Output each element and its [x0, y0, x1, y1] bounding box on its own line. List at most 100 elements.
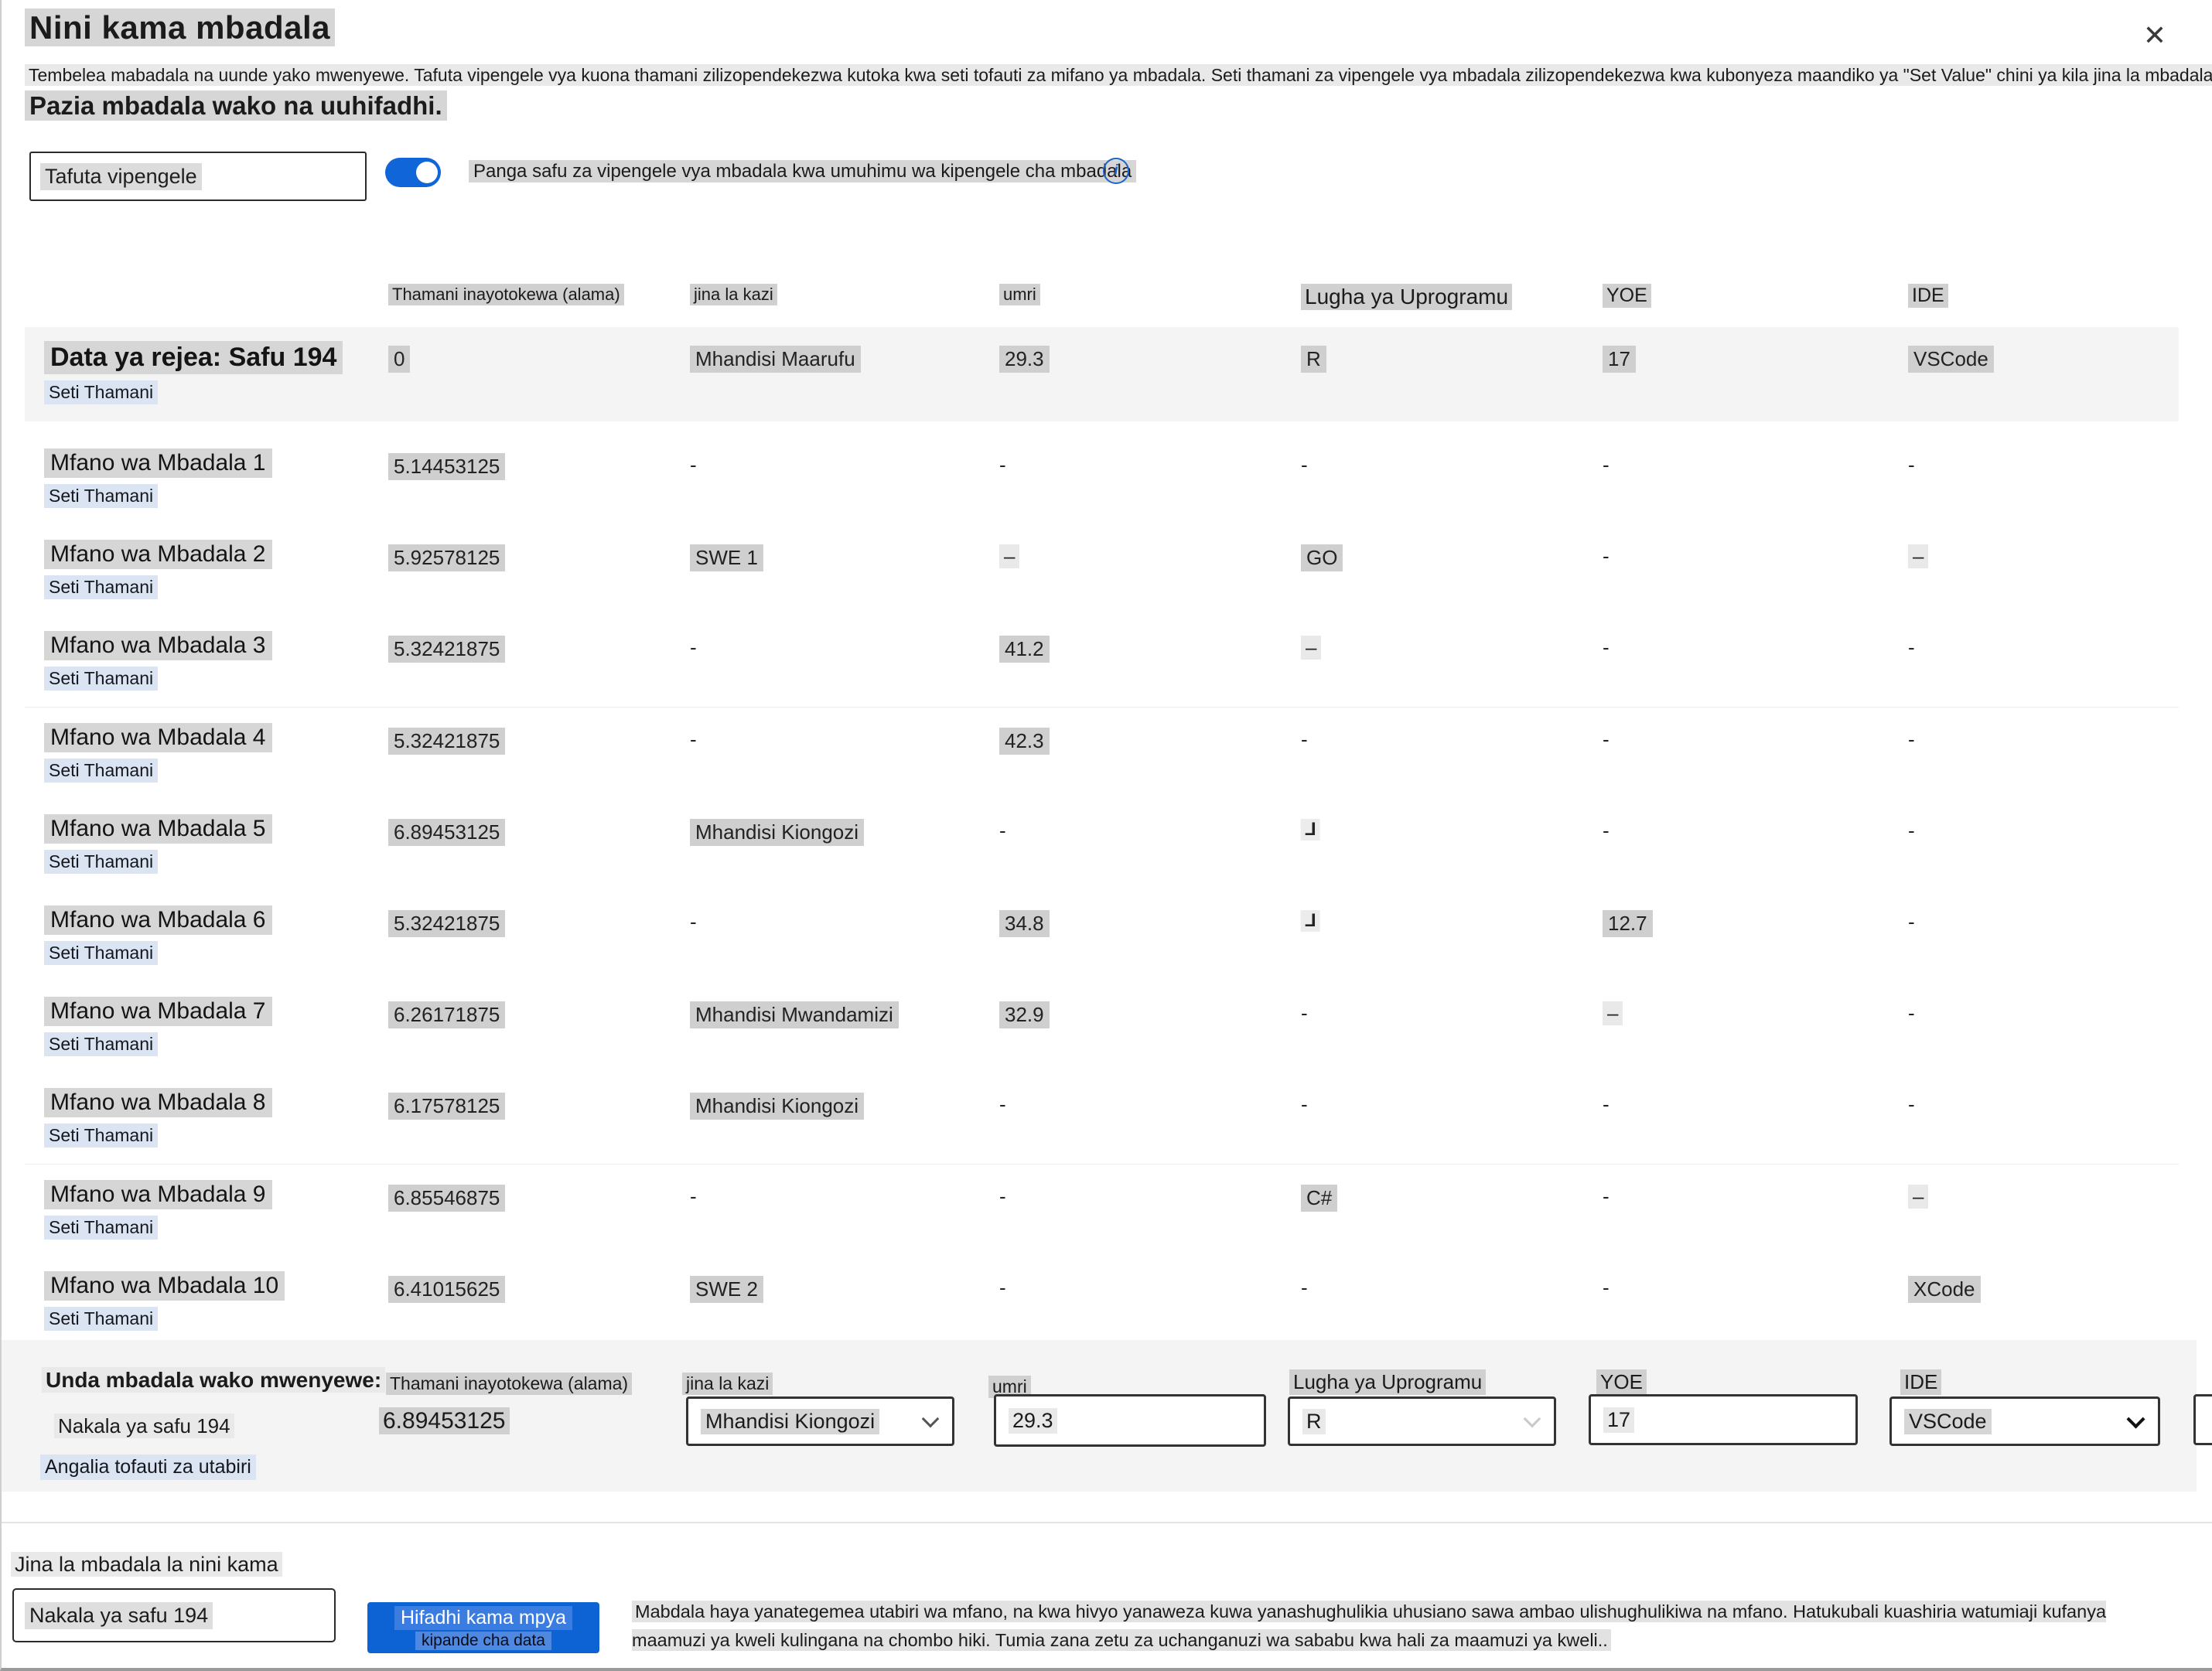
set-value-link[interactable]: Seti Thamani [44, 849, 159, 874]
cell-value: L [1301, 910, 1320, 932]
column-header: jina la kazi [690, 284, 777, 305]
table-cell: - [1301, 1073, 1603, 1117]
cell-value: – [1603, 1001, 1623, 1026]
table-cell: - [690, 708, 999, 752]
row-label: Mfano wa Mbadala 4 [44, 722, 272, 752]
see-prediction-delta-link[interactable]: Angalia tofauti za utabiri [40, 1454, 256, 1480]
chevron-down-icon [1523, 1410, 1541, 1428]
row-label: Mfano wa Mbadala 5 [44, 813, 272, 844]
job-dropdown[interactable]: Mhandisi Kiongozi [686, 1396, 954, 1446]
table-cell: 6.26171875 [388, 981, 690, 1029]
row-label: Mfano wa Mbadala 2 [44, 540, 272, 570]
cell-value: 6.26171875 [388, 1001, 506, 1029]
cell-value: XCode [1908, 1275, 1981, 1303]
cell-value: - [1908, 453, 1915, 476]
sort-toggle[interactable] [385, 158, 441, 187]
counterfactual-name-value: Nakala ya safu 194 [25, 1601, 213, 1629]
set-value-link[interactable]: Seti Thamani [44, 941, 159, 965]
cell-value: 5.32421875 [388, 910, 506, 937]
table-row: Mfano wa Mbadala 9 Seti Thamani 6.85546875… [25, 1164, 2179, 1257]
close-icon[interactable]: ✕ [2142, 19, 2167, 51]
table-cell: 5.92578125 [388, 524, 690, 572]
cell-value: - [1603, 727, 1610, 751]
search-input[interactable]: Tafuta vipengele [29, 152, 367, 201]
table-cell: – [1908, 1165, 2179, 1209]
cell-value: Mhandisi Mwandamizi [690, 1001, 899, 1029]
table-cell: 41.2 [999, 616, 1301, 663]
table-cell: - [1908, 433, 2179, 477]
table-cell: 5.32421875 [388, 616, 690, 663]
ide-dropdown[interactable]: VSCode [1889, 1396, 2160, 1446]
yoe-input[interactable]: 17 [1589, 1394, 1858, 1445]
table-cell: - [1908, 890, 2179, 934]
set-value-link[interactable]: Seti Thamani [44, 1215, 159, 1240]
page-title: Nini kama mbadala [25, 9, 335, 46]
cell-value: GO [1301, 544, 1343, 572]
set-value-link[interactable]: Seti Thamani [44, 575, 159, 600]
table-header-cell: jina la kazi [690, 267, 999, 305]
table-cell: - [690, 890, 999, 934]
row-header: Mfano wa Mbadala 6 Seti Thamani [25, 890, 388, 965]
cell-value: - [1301, 1001, 1308, 1025]
set-value-link[interactable]: Seti Thamani [44, 1124, 159, 1148]
cell-value: – [1908, 1184, 1929, 1209]
row-header: Mfano wa Mbadala 7 Seti Thamani [25, 981, 388, 1057]
cell-value: - [690, 727, 697, 751]
table-cell: 34.8 [999, 890, 1301, 937]
row-header: Mfano wa Mbadala 2 Seti Thamani [25, 524, 388, 600]
set-value-link[interactable]: Seti Thamani [44, 667, 159, 691]
table-cell: 42.3 [999, 708, 1301, 755]
cell-value: – [1301, 636, 1322, 660]
cell-value: - [690, 1184, 697, 1208]
cell-value: - [1603, 818, 1610, 842]
table-cell: 29.3 [999, 327, 1301, 373]
table-cell: - [1603, 1073, 1908, 1117]
cell-value: 6.85546875 [388, 1184, 506, 1212]
row-label: Mfano wa Mbadala 10 [44, 1270, 285, 1301]
job-dropdown-value: Mhandisi Kiongozi [701, 1408, 880, 1434]
table-cell: R [1301, 327, 1603, 373]
cell-value: - [690, 636, 697, 660]
cell-value: - [999, 1184, 1006, 1208]
row-header: Mfano wa Mbadala 4 Seti Thamani [25, 708, 388, 783]
table-row: Mfano wa Mbadala 8 Seti Thamani 6.17578125… [25, 1073, 2179, 1165]
table-cell: - [1603, 708, 1908, 752]
table-cell: - [1908, 799, 2179, 843]
column-header: Lugha ya Uprogramu [1301, 284, 1513, 310]
table-cell: - [1908, 981, 2179, 1025]
cell-value: - [1301, 727, 1308, 751]
cell-value: - [999, 1275, 1006, 1299]
language-combobox[interactable]: R [1288, 1396, 1556, 1446]
table-cell: - [1301, 708, 1603, 752]
row-header: Mfano wa Mbadala 1 Seti Thamani [25, 433, 388, 508]
chevron-down-icon [2126, 1409, 2145, 1429]
table-header-cell: Thamani inayotokewa (alama) [388, 267, 690, 305]
table-cell: - [690, 1165, 999, 1209]
set-value-link[interactable]: Seti Thamani [44, 1306, 159, 1331]
cell-value: - [1908, 727, 1915, 751]
table-row: Mfano wa Mbadala 10 Seti Thamani 6.4101562… [25, 1255, 2179, 1348]
table-cell: - [1603, 1256, 1908, 1300]
table-cell: Mhandisi Maarufu [690, 327, 999, 373]
set-value-link[interactable]: Seti Thamani [44, 380, 159, 404]
set-value-link[interactable]: Seti Thamani [44, 758, 159, 783]
age-input[interactable]: 29.3 [994, 1394, 1266, 1447]
table-cell: GO [1301, 524, 1603, 572]
cell-value: 5.32421875 [388, 636, 506, 663]
table-row: Mfano wa Mbadala 1 Seti Thamani 5.14453125… [25, 433, 2179, 525]
cell-value: Mhandisi Maarufu [690, 346, 861, 373]
disclaimer-text: Mabdala haya yanategemea utabiri wa mfan… [632, 1601, 2107, 1651]
row-header: Mfano wa Mbadala 8 Seti Thamani [25, 1073, 388, 1148]
set-value-link[interactable]: Seti Thamani [44, 1032, 159, 1057]
row-label: Mfano wa Mbadala 1 [44, 448, 272, 478]
cell-value: SWE 2 [690, 1275, 763, 1303]
set-value-link[interactable]: Seti Thamani [44, 484, 159, 508]
cell-value: - [999, 1093, 1006, 1117]
builder-col-lang: Lugha ya Uprogramu [1289, 1369, 1487, 1395]
table-cell: 17 [1603, 327, 1908, 373]
counterfactual-name-input[interactable]: Nakala ya safu 194 [12, 1588, 336, 1642]
info-icon[interactable]: i [1103, 158, 1129, 184]
table-row: Mfano wa Mbadala 2 Seti Thamani 5.92578125… [25, 524, 2179, 617]
builder-col-ide: IDE [1900, 1369, 1942, 1395]
save-as-datapoint-button[interactable]: Hifadhi kama mpya kipande cha data [367, 1602, 599, 1653]
